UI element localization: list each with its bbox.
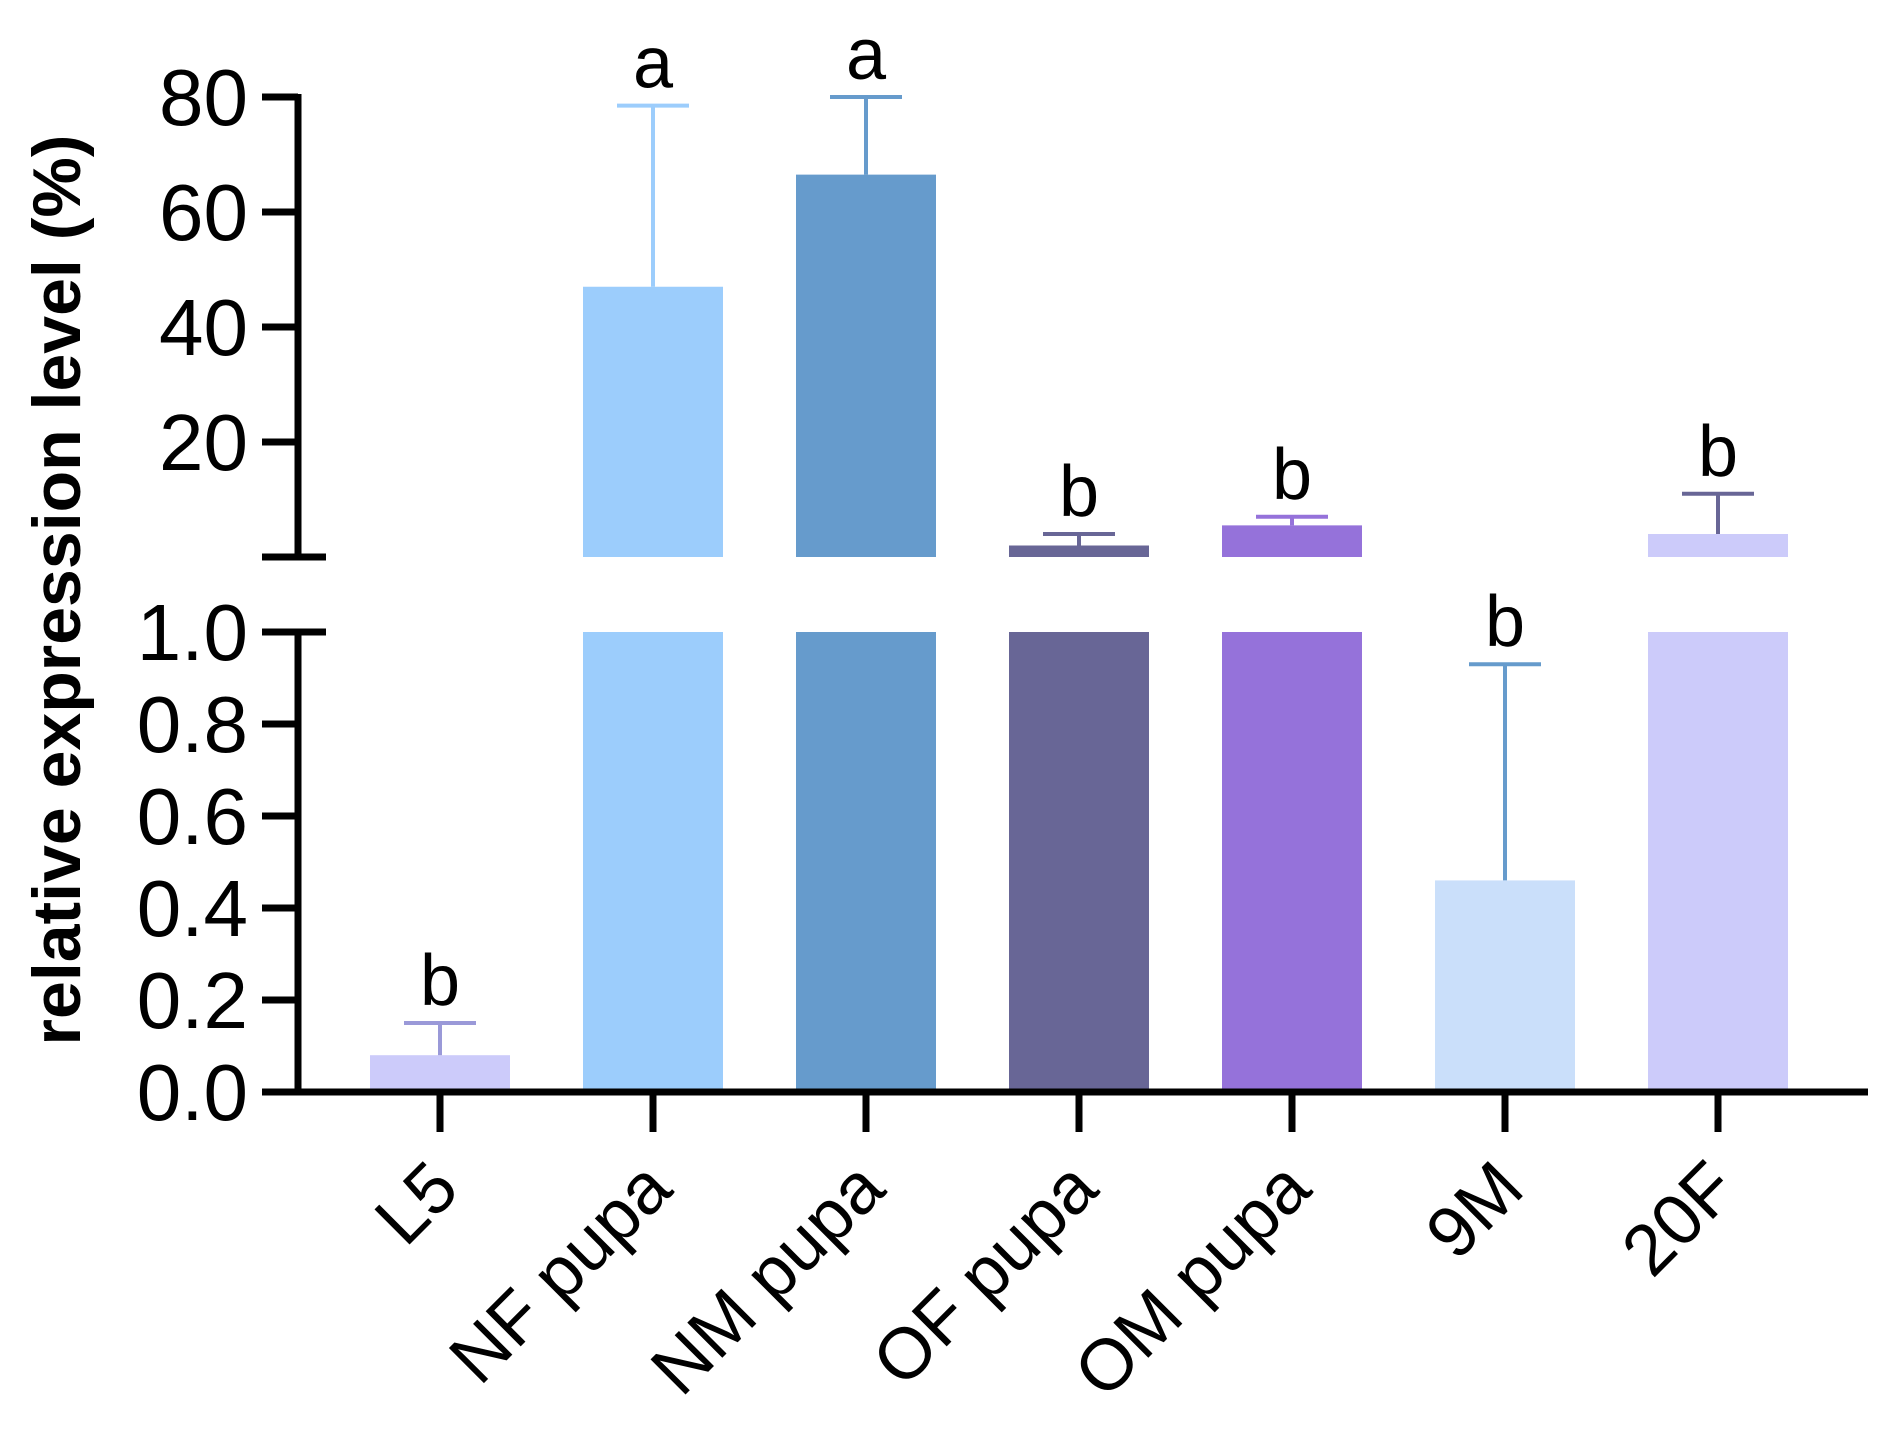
category-label-4: OM pupa xyxy=(1059,1146,1326,1413)
significance-letter-3: b xyxy=(1059,452,1099,532)
bars xyxy=(370,174,1788,1092)
bar-upper-1 xyxy=(583,286,723,557)
bar-0 xyxy=(370,1055,510,1092)
significance-letter-5: b xyxy=(1485,582,1525,662)
bar-upper-6 xyxy=(1648,534,1788,557)
axes xyxy=(262,93,1868,1132)
y-tick-label-lower-5: 1.0 xyxy=(137,588,248,677)
significance-letter-4: b xyxy=(1272,435,1312,515)
significance-letters: b a a b b b b xyxy=(420,15,1738,1021)
error-bars xyxy=(404,95,1754,1056)
bar-upper-3 xyxy=(1009,545,1149,557)
significance-letter-1: a xyxy=(633,24,674,104)
y-tick-label-upper-3: 80 xyxy=(159,53,248,142)
category-label-0: L5 xyxy=(360,1147,473,1260)
y-axis-title: relative expression level (%) xyxy=(19,135,95,1046)
bar-lower-4 xyxy=(1222,632,1362,1092)
significance-letter-2: a xyxy=(846,15,887,95)
y-tick-label-lower-2: 0.4 xyxy=(137,864,248,953)
category-label-6: 20F xyxy=(1607,1147,1751,1291)
bar-upper-2 xyxy=(796,174,936,557)
significance-letter-6: b xyxy=(1698,412,1738,492)
bar-lower-1 xyxy=(583,632,723,1092)
y-tick-label-upper-0: 20 xyxy=(159,398,248,487)
category-label-5: 9M xyxy=(1411,1147,1538,1274)
y-tick-label-lower-0: 0.0 xyxy=(137,1048,248,1137)
bar-5 xyxy=(1435,880,1575,1092)
y-tick-label-upper-1: 40 xyxy=(159,283,248,372)
bar-upper-4 xyxy=(1222,525,1362,557)
y-tick-label-lower-4: 0.8 xyxy=(137,680,248,769)
bar-lower-6 xyxy=(1648,632,1788,1092)
y-tick-label-upper-2: 60 xyxy=(159,168,248,257)
bar-lower-3 xyxy=(1009,632,1149,1092)
y-tick-label-lower-3: 0.6 xyxy=(137,772,248,861)
y-tick-label-lower-1: 0.2 xyxy=(137,956,248,1045)
category-label-2: NM pupa xyxy=(636,1146,900,1410)
significance-letter-0: b xyxy=(420,941,460,1021)
bar-lower-2 xyxy=(796,632,936,1092)
tick-labels: 0.00.20.40.60.81.0 20 40 60 80 xyxy=(137,53,248,1137)
